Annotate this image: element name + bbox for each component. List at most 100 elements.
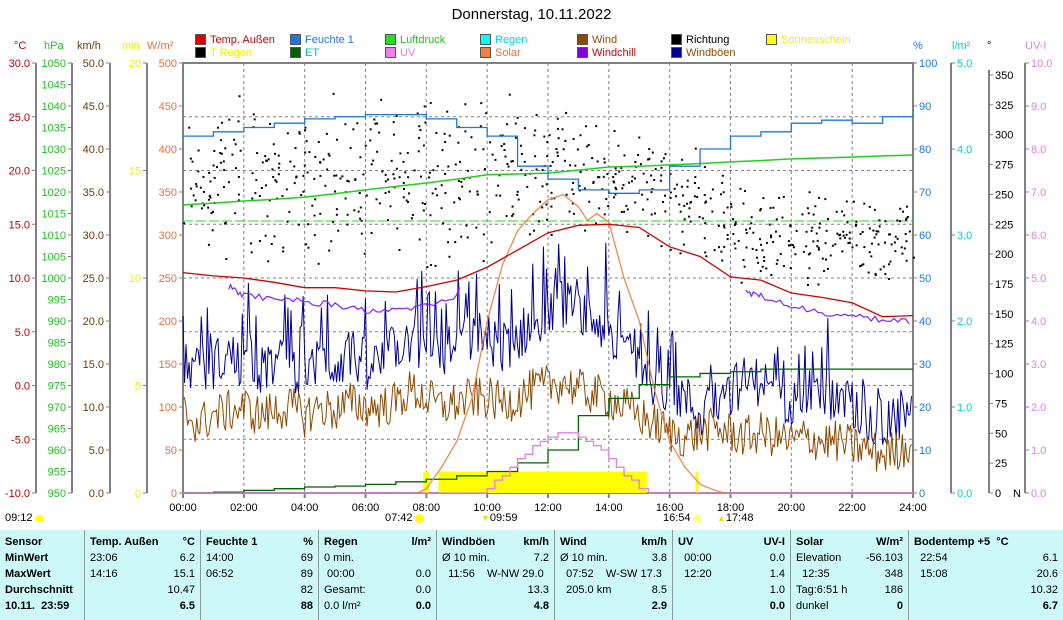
- direction-dot: [595, 222, 598, 225]
- direction-dot: [390, 159, 393, 162]
- table-column: Windböen km/h Ø 10 min. 7.2 11:56 W-NW 29.0…: [437, 530, 555, 620]
- axis-tick-label: 275: [995, 160, 1013, 172]
- direction-dot: [571, 202, 574, 205]
- direction-dot: [769, 206, 772, 209]
- direction-dot: [740, 281, 743, 284]
- cell-label: Wind: [560, 536, 587, 548]
- direction-dot: [223, 222, 226, 225]
- direction-dot: [572, 181, 575, 184]
- direction-dot: [642, 172, 645, 175]
- direction-dot: [359, 156, 362, 159]
- axis-tick-label: 985: [48, 338, 66, 350]
- direction-dot: [217, 193, 220, 196]
- direction-dot: [498, 174, 501, 177]
- cell-label: Tag:6:51 h: [796, 584, 848, 596]
- direction-dot: [584, 125, 587, 128]
- axis-tick-label: 250: [995, 189, 1013, 201]
- direction-dot: [584, 229, 587, 232]
- direction-dot: [674, 195, 677, 198]
- direction-dot: [688, 215, 691, 218]
- marker-time: 16:54: [663, 512, 691, 524]
- direction-dot: [252, 113, 255, 116]
- table-row: 0.0 l/m² 0.0: [324, 598, 431, 614]
- direction-dot: [775, 218, 778, 221]
- direction-dot: [750, 216, 753, 219]
- cell-value: l/m²: [411, 536, 431, 548]
- direction-dot: [335, 174, 338, 177]
- direction-dot: [904, 232, 907, 235]
- direction-dot: [203, 204, 206, 207]
- axis-tick-label: 0: [995, 488, 1001, 500]
- direction-dot: [464, 130, 467, 133]
- axis-tick-label: 1040: [42, 101, 66, 113]
- direction-dot: [841, 250, 844, 253]
- direction-dot: [227, 181, 230, 184]
- axis-tick-label: 300: [159, 230, 177, 242]
- direction-dot: [550, 233, 553, 236]
- direction-dot: [572, 212, 575, 215]
- table-column: Temp. Außen °C 23:06 6.2 14:16 15.1 10.47 6.5: [85, 530, 201, 620]
- axis-unit-label: W/m²: [147, 40, 174, 52]
- direction-dot: [568, 210, 571, 213]
- direction-dot: [792, 246, 795, 249]
- legend-label: Richtung: [686, 33, 730, 46]
- direction-dot: [722, 224, 725, 227]
- direction-dot: [399, 152, 402, 155]
- direction-dot: [660, 174, 663, 177]
- direction-dot: [809, 252, 812, 255]
- legend-item: Temp. Außen: [195, 33, 275, 46]
- cell-value: %: [303, 536, 313, 548]
- direction-dot: [200, 207, 203, 210]
- windchill-line: [228, 283, 461, 314]
- direction-dot: [679, 210, 682, 213]
- table-row: 88: [206, 598, 313, 614]
- table-row: 0.0: [678, 598, 785, 614]
- direction-dot: [533, 134, 536, 137]
- axis-tick-label: 1005: [42, 252, 66, 264]
- direction-dot: [459, 160, 462, 163]
- direction-dot: [523, 160, 526, 163]
- direction-dot: [745, 228, 748, 231]
- direction-dot: [765, 267, 768, 270]
- direction-dot: [506, 162, 509, 165]
- direction-dot: [664, 210, 667, 213]
- legend-label: Temp. Außen: [210, 33, 275, 46]
- direction-dot: [905, 218, 908, 221]
- cell-label: MaxWert: [5, 568, 51, 580]
- direction-dot: [890, 243, 893, 246]
- table-row: 10.32: [914, 582, 1058, 598]
- legend-label: Luftdruck: [400, 33, 446, 46]
- direction-dot: [732, 233, 735, 236]
- direction-dot: [770, 236, 773, 239]
- direction-dot: [258, 240, 261, 243]
- direction-dot: [678, 203, 681, 206]
- marker-moonset-arrow: ▼ 09:59: [481, 512, 517, 524]
- direction-dot: [831, 244, 834, 247]
- direction-dot: [685, 202, 688, 205]
- direction-dot: [237, 193, 240, 196]
- axis-tick-label: 20.0: [83, 316, 104, 328]
- table-row: Gesamt: 0.0: [324, 582, 431, 598]
- cell-value: 0: [896, 600, 903, 612]
- direction-dot: [537, 220, 540, 223]
- direction-dot: [417, 150, 420, 153]
- direction-dot: [251, 197, 254, 200]
- direction-dot: [211, 229, 214, 232]
- direction-dot: [503, 143, 506, 146]
- direction-dot: [801, 213, 804, 216]
- table-row: 4.8: [442, 598, 549, 614]
- direction-dot: [805, 230, 808, 233]
- x-tick-label: 02:00: [230, 502, 258, 514]
- x-tick-label: 24:00: [899, 502, 927, 514]
- direction-dot: [300, 194, 303, 197]
- legend-swatch: [577, 47, 588, 58]
- direction-dot: [485, 112, 488, 115]
- direction-dot: [369, 139, 372, 142]
- direction-dot: [772, 240, 775, 243]
- direction-dot: [516, 116, 519, 119]
- direction-dot: [459, 198, 462, 201]
- direction-dot: [612, 180, 615, 183]
- direction-dot: [755, 248, 758, 251]
- direction-dot: [622, 184, 625, 187]
- direction-dot: [848, 241, 851, 244]
